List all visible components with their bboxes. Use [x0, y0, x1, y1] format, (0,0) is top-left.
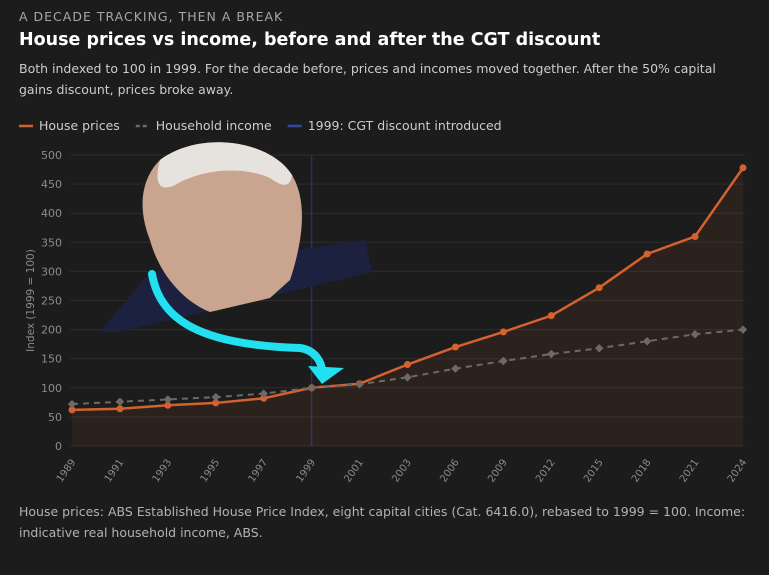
y-tick-label: 500	[41, 149, 62, 162]
point	[260, 394, 268, 402]
chart-title: House prices vs income, before and after…	[19, 30, 601, 50]
y-tick-label: 0	[55, 440, 62, 453]
x-tick-label: 2015	[582, 457, 606, 484]
photo-overlay	[100, 142, 372, 384]
point	[642, 336, 652, 346]
y-tick-label: 100	[41, 382, 62, 395]
subtitle: Both indexed to 100 in 1999. For the dec…	[19, 61, 716, 97]
point	[307, 383, 316, 393]
legend-label: Household income	[156, 118, 272, 133]
point	[547, 349, 556, 359]
y-tick-label: 450	[41, 178, 62, 191]
point	[163, 395, 173, 404]
x-tick-label: 1997	[247, 457, 271, 484]
point	[403, 373, 412, 382]
y-tick-label: 150	[41, 353, 62, 366]
point	[643, 250, 651, 258]
point	[594, 343, 604, 353]
footnote: House prices: ABS Established House Pric…	[19, 504, 746, 540]
x-tick-label: 1993	[151, 457, 175, 484]
point	[164, 401, 172, 409]
point	[259, 389, 268, 398]
photo-hair	[157, 142, 292, 188]
point	[451, 343, 459, 351]
point	[115, 397, 125, 407]
arrow	[148, 270, 326, 376]
x-tick-label: 2012	[534, 457, 558, 484]
x-tick-label: 2003	[390, 457, 414, 484]
eyebrow: A DECADE TRACKING, THEN A BREAK	[19, 9, 284, 24]
legend-label: House prices	[39, 118, 120, 133]
y-tick-label: 350	[41, 236, 62, 249]
y-tick-label: 250	[41, 295, 62, 308]
point	[211, 392, 221, 402]
y-tick-label: 50	[48, 411, 62, 424]
y-tick-label: 300	[41, 265, 62, 278]
x-tick-label: 1991	[103, 457, 127, 484]
x-tick-label: 1989	[55, 457, 79, 484]
point	[547, 312, 555, 320]
legend-label: 1999: CGT discount introduced	[308, 118, 502, 133]
point	[691, 232, 699, 240]
point	[499, 356, 508, 366]
point	[67, 399, 77, 409]
point	[68, 406, 76, 414]
point	[116, 405, 124, 413]
y-tick-label: 200	[41, 324, 62, 337]
line	[71, 328, 744, 406]
point	[738, 325, 748, 334]
point	[595, 284, 603, 292]
point	[212, 399, 220, 407]
arrow-head	[308, 366, 344, 384]
x-tick-label: 2001	[342, 457, 366, 484]
x-tick-label: 2021	[678, 457, 702, 484]
x-tick-label: 2006	[438, 457, 462, 484]
point	[499, 328, 507, 336]
photo-head	[142, 142, 302, 312]
point	[739, 164, 747, 172]
x-tick-label: 2018	[630, 457, 654, 484]
x-tick-label: 2009	[486, 457, 510, 484]
x-tick-label: 2024	[726, 457, 750, 484]
point	[451, 364, 460, 373]
area	[72, 167, 743, 446]
x-tick-label: 1999	[294, 457, 318, 484]
point	[355, 380, 364, 389]
y-tick-label: 400	[41, 207, 62, 220]
x-tick-label: 1995	[199, 457, 223, 484]
y-axis-label: Index (1999 = 100)	[25, 249, 37, 352]
point	[690, 330, 700, 339]
point	[404, 361, 411, 369]
